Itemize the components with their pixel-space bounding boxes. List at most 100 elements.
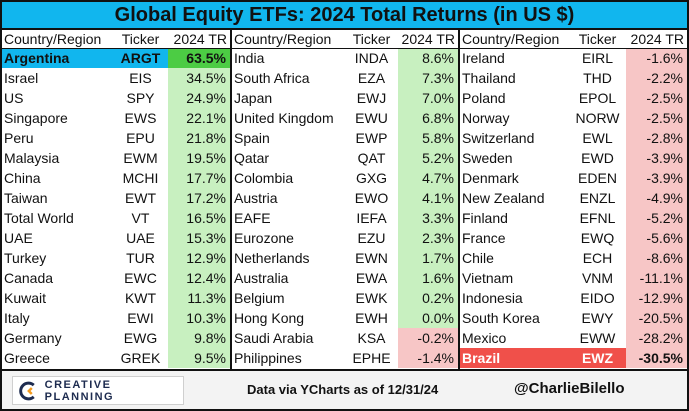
table-row: Ireland EIRL -1.6% — [460, 48, 687, 68]
table-row: South Africa EZA 7.3% — [232, 68, 458, 88]
table-header: Country/Region Ticker 2024 TR — [2, 30, 230, 49]
ticker-cell: EWJ — [356, 90, 387, 106]
ticker-cell: ECH — [582, 250, 613, 266]
table-row: France EWQ -5.6% — [460, 228, 687, 248]
return-cell: 19.5% — [168, 148, 230, 168]
country-cell: Total World — [4, 210, 74, 226]
ticker-cell: EWL — [582, 130, 613, 146]
table-row: Total World VT 16.5% — [2, 208, 230, 228]
logo-text: CREATIVE PLANNING — [44, 378, 115, 403]
country-cell: Spain — [234, 130, 270, 146]
ticker-header: Ticker — [569, 30, 626, 49]
table-row: Singapore EWS 22.1% — [2, 108, 230, 128]
ticker-cell: EIS — [129, 70, 152, 86]
table-row: Denmark EDEN -3.9% — [460, 168, 687, 188]
table-row: Australia EWA 1.6% — [232, 268, 458, 288]
ticker-cell: KWT — [124, 290, 157, 306]
creative-planning-logo: CREATIVE PLANNING — [12, 376, 184, 405]
ticker-cell: THD — [583, 70, 612, 86]
column-divider — [458, 30, 460, 369]
return-cell: -8.6% — [626, 248, 687, 268]
table-row: Saudi Arabia KSA -0.2% — [232, 328, 458, 348]
country-cell: Israel — [4, 70, 39, 86]
table-row: EAFE IEFA 3.3% — [232, 208, 458, 228]
table-row: Qatar QAT 5.2% — [232, 148, 458, 168]
country-cell: Singapore — [4, 110, 68, 126]
country-cell: Netherlands — [234, 250, 310, 266]
ticker-cell: EWK — [355, 290, 388, 306]
footer: CREATIVE PLANNING Data via YCharts as of… — [2, 369, 687, 409]
country-cell: Peru — [4, 130, 34, 146]
ticker-cell: EPU — [126, 130, 155, 146]
table-row: Japan EWJ 7.0% — [232, 88, 458, 108]
table-row: Peru EPU 21.8% — [2, 128, 230, 148]
return-cell: 34.5% — [168, 68, 230, 88]
return-cell: -0.2% — [398, 328, 458, 348]
table-row: Greece GREK 9.5% — [2, 348, 230, 368]
country-cell: Poland — [462, 90, 506, 106]
return-cell: 0.0% — [398, 308, 458, 328]
country-cell: US — [4, 90, 24, 106]
table-row: US SPY 24.9% — [2, 88, 230, 108]
table-row: Finland EFNL -5.2% — [460, 208, 687, 228]
ticker-cell: EWG — [123, 330, 158, 346]
return-header: 2024 TR — [168, 30, 230, 49]
country-cell: United Kingdom — [234, 110, 334, 126]
table-row: New Zealand ENZL -4.9% — [460, 188, 687, 208]
return-cell: -3.9% — [626, 168, 687, 188]
ticker-cell: VT — [131, 210, 150, 226]
table-row: Netherlands EWN 1.7% — [232, 248, 458, 268]
country-cell: Indonesia — [462, 290, 523, 306]
country-cell: Switzerland — [462, 130, 535, 146]
return-cell: -3.9% — [626, 148, 687, 168]
country-cell: Philippines — [234, 350, 302, 366]
country-cell: Sweden — [462, 150, 513, 166]
return-cell: -2.2% — [626, 68, 687, 88]
country-header: Country/Region — [460, 30, 569, 49]
country-cell: South Korea — [462, 310, 540, 326]
table-row: Norway NORW -2.5% — [460, 108, 687, 128]
country-cell: China — [4, 170, 41, 186]
table-header: Country/Region Ticker 2024 TR — [232, 30, 458, 49]
return-cell: 9.5% — [168, 348, 230, 368]
ticker-cell: EWA — [355, 270, 388, 286]
country-cell: Mexico — [462, 330, 507, 346]
table-row: Canada EWC 12.4% — [2, 268, 230, 288]
table-row: Philippines EPHE -1.4% — [232, 348, 458, 368]
return-cell: 1.6% — [398, 268, 458, 288]
country-cell: Belgium — [234, 290, 285, 306]
table-row: Israel EIS 34.5% — [2, 68, 230, 88]
country-cell: France — [462, 230, 506, 246]
country-cell: Australia — [234, 270, 289, 286]
country-cell: Taiwan — [4, 190, 48, 206]
ticker-cell: TUR — [126, 250, 155, 266]
return-cell: 15.3% — [168, 228, 230, 248]
return-cell: 12.9% — [168, 248, 230, 268]
return-cell: 6.8% — [398, 108, 458, 128]
returns-table-2: Country/Region Ticker 2024 TR India INDA 8… — [232, 30, 458, 368]
ticker-header: Ticker — [345, 30, 398, 49]
return-cell: 9.8% — [168, 328, 230, 348]
ticker-cell: EFNL — [579, 210, 616, 226]
ticker-cell: EZA — [357, 70, 386, 86]
ticker-cell: SPY — [126, 90, 155, 106]
country-cell: New Zealand — [462, 190, 545, 206]
country-cell: Austria — [234, 190, 278, 206]
table-row: Argentina ARGT 63.5% — [2, 48, 230, 68]
table-row: Hong Kong EWH 0.0% — [232, 308, 458, 328]
table-row: Taiwan EWT 17.2% — [2, 188, 230, 208]
ticker-cell: EWU — [355, 110, 388, 126]
table-row: South Korea EWY -20.5% — [460, 308, 687, 328]
return-cell: 21.8% — [168, 128, 230, 148]
country-cell: Kuwait — [4, 290, 47, 306]
country-cell: Malaysia — [4, 150, 60, 166]
country-cell: Qatar — [234, 150, 270, 166]
return-cell: 2.3% — [398, 228, 458, 248]
country-cell: Canada — [4, 270, 54, 286]
return-cell: 24.9% — [168, 88, 230, 108]
author-handle: @CharlieBilello — [514, 380, 625, 397]
returns-table-3: Country/Region Ticker 2024 TR Ireland EIR… — [460, 30, 687, 368]
return-cell: 22.1% — [168, 108, 230, 128]
table-row: Colombia GXG 4.7% — [232, 168, 458, 188]
